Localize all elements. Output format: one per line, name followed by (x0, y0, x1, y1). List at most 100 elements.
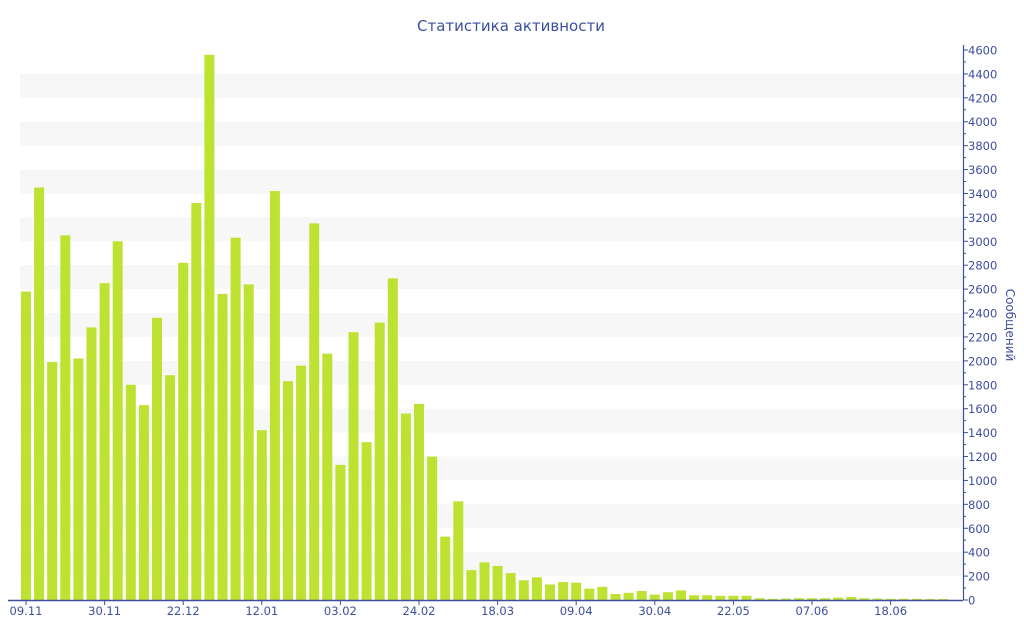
bar (846, 597, 857, 600)
bar (34, 187, 45, 600)
bar (715, 595, 726, 600)
x-tick-label: 09.11 (10, 604, 43, 618)
bar (597, 586, 608, 600)
bar (767, 598, 778, 600)
bar (361, 442, 372, 600)
bar (793, 598, 804, 600)
x-tick-label: 09.04 (560, 604, 593, 618)
y-tick-label: 3000 (968, 235, 997, 249)
bar (728, 595, 739, 600)
bar (60, 235, 71, 600)
grid-band (20, 313, 963, 337)
bar (649, 594, 660, 600)
grid-band (20, 169, 963, 194)
grid-band (20, 73, 963, 98)
bar (152, 317, 162, 600)
x-tick-label: 24.02 (403, 604, 436, 618)
y-tick-label: 4200 (968, 91, 997, 105)
bar (138, 405, 149, 600)
y-tick-label: 2800 (968, 259, 997, 273)
bar (636, 591, 647, 600)
bar (269, 191, 280, 600)
bar (545, 584, 555, 600)
grid-band (20, 504, 963, 529)
grid-band (20, 456, 963, 481)
bar (623, 592, 634, 600)
x-tick-label: 22.12 (167, 604, 200, 618)
x-tick-label: 03.02 (324, 604, 357, 618)
bar (558, 582, 569, 600)
bar (73, 358, 84, 600)
bar (427, 456, 438, 600)
bar (531, 577, 542, 600)
bars (21, 54, 948, 601)
bar (374, 322, 385, 600)
y-tick-label: 2200 (968, 330, 997, 344)
bar (335, 464, 346, 600)
y-tick-label: 200 (968, 570, 990, 584)
grid-band (20, 265, 963, 290)
bar (702, 595, 713, 600)
x-tick-label: 30.11 (88, 604, 121, 618)
bar (662, 592, 673, 600)
bar (584, 588, 595, 600)
bar (492, 565, 503, 600)
bar (165, 375, 176, 600)
x-tick-label: 22.05 (717, 604, 750, 618)
y-tick-label: 1200 (968, 450, 997, 464)
bar (256, 430, 267, 600)
y-tick-label: 2000 (968, 354, 997, 368)
y-tick-label: 600 (968, 522, 990, 536)
bar (453, 501, 464, 600)
bar (230, 237, 241, 600)
bar (47, 362, 58, 600)
bar (243, 284, 254, 600)
x-tick-label: 18.06 (874, 604, 907, 618)
bar (676, 590, 686, 600)
chart-title: Статистика активности (417, 17, 605, 35)
bar (348, 332, 359, 600)
bar (440, 536, 451, 600)
bar (296, 365, 307, 600)
x-tick-label: 07.06 (796, 604, 829, 618)
bar (872, 598, 883, 600)
bar (217, 293, 228, 600)
bar (885, 598, 896, 600)
bar (204, 54, 215, 601)
bar (911, 598, 922, 600)
bar (466, 570, 477, 600)
bar (99, 283, 110, 600)
y-tick-label: 1600 (968, 402, 997, 416)
grid-band (20, 408, 963, 433)
bar (125, 384, 136, 600)
y-tick-label: 0 (968, 594, 975, 608)
y-tick-label: 2600 (968, 283, 997, 297)
x-tick-label: 30.04 (638, 604, 671, 618)
grid-band (20, 217, 963, 242)
bar (924, 599, 935, 600)
bar (898, 598, 909, 600)
y-tick-label: 1000 (968, 474, 997, 488)
grid-bands (20, 73, 963, 577)
bar (833, 597, 844, 600)
bar (780, 598, 791, 600)
bar (479, 562, 490, 600)
y-tick-label: 800 (968, 498, 990, 512)
y-tick-label: 4600 (968, 44, 997, 58)
grid-band (20, 552, 963, 577)
y-tick-label: 400 (968, 546, 990, 560)
bar (820, 598, 831, 600)
bar (807, 598, 817, 600)
y-tick-label: 3400 (968, 187, 997, 201)
grid-band (20, 360, 963, 385)
y-tick-label: 3600 (968, 163, 997, 177)
y-tick-label: 4000 (968, 115, 997, 129)
bar (191, 203, 202, 601)
bar (741, 595, 752, 600)
x-axis: 09.11 30.11 22.12 12.01 03.02 24.02 18.03 09.04… (8, 599, 963, 618)
bar (610, 594, 621, 600)
bar (309, 223, 320, 600)
bar (859, 598, 870, 600)
y-tick-label: 4400 (968, 67, 997, 81)
y-tick-label: 3200 (968, 211, 997, 225)
